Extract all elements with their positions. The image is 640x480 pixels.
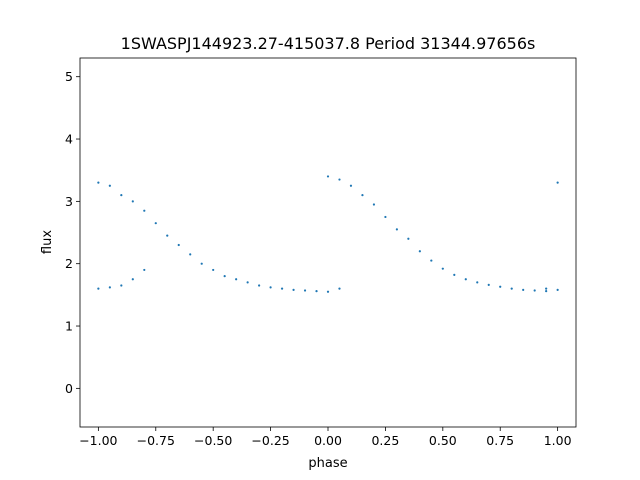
data-point: [476, 281, 479, 284]
data-point: [338, 287, 341, 290]
x-tick-label: −0.50: [194, 433, 232, 448]
data-point: [212, 268, 215, 272]
data-point: [545, 290, 548, 293]
y-tick-label: 5: [65, 69, 73, 84]
data-point: [292, 288, 295, 291]
data-point: [200, 262, 203, 265]
x-axis-ticks: −1.00 −0.75 −0.50 −0.25 0.00 0.25 0.50 0.75 1.00: [79, 427, 572, 448]
y-tick-label: 3: [65, 194, 73, 209]
y-axis-label: flux: [40, 230, 55, 254]
data-point: [326, 290, 330, 293]
y-tick-label: 1: [65, 319, 73, 334]
y-tick-label: 0: [65, 381, 73, 396]
data-point: [430, 259, 433, 262]
data-point: [143, 209, 146, 212]
data-point: [349, 184, 353, 187]
data-point: [108, 286, 111, 289]
data-point: [131, 278, 134, 281]
x-tick-label: 0.00: [314, 433, 342, 448]
data-point: [499, 285, 502, 288]
data-point: [97, 181, 100, 184]
data-point: [533, 289, 536, 292]
data-point: [154, 222, 157, 225]
data-point: [189, 253, 192, 256]
data-point: [453, 273, 456, 277]
data-point: [177, 243, 180, 247]
data-point: [131, 200, 134, 203]
x-axis-label: phase: [308, 456, 347, 471]
data-point: [395, 228, 398, 231]
data-point: [361, 194, 364, 197]
chart-title: 1SWASPJ144923.27-415037.8 Period 31344.9…: [121, 34, 536, 53]
x-tick-label: 0.50: [429, 433, 457, 448]
y-axis-ticks: 0 1 2 3 4 5: [65, 69, 80, 396]
x-tick-label: −0.25: [251, 433, 289, 448]
data-point: [235, 278, 238, 281]
data-point: [269, 286, 272, 289]
data-point: [97, 287, 100, 290]
data-point: [166, 234, 169, 237]
data-point: [315, 290, 318, 293]
data-point: [258, 284, 261, 287]
y-tick-label: 2: [65, 256, 73, 271]
data-point: [223, 275, 226, 278]
data-point: [487, 283, 490, 286]
data-point: [280, 287, 284, 290]
x-tick-label: −1.00: [79, 433, 117, 448]
data-point: [522, 288, 525, 291]
data-point: [143, 268, 146, 272]
data-points: [97, 175, 559, 293]
x-tick-label: −0.75: [137, 433, 175, 448]
data-point: [120, 194, 123, 197]
data-point: [384, 215, 387, 219]
data-point: [545, 287, 548, 290]
data-point: [418, 250, 421, 253]
x-tick-label: 0.25: [371, 433, 399, 448]
data-point: [556, 288, 559, 291]
data-point: [407, 237, 410, 240]
data-point: [303, 289, 307, 292]
data-point: [441, 267, 444, 270]
data-point: [372, 203, 376, 206]
data-point: [326, 175, 330, 178]
data-point: [556, 181, 559, 184]
data-point: [120, 284, 123, 287]
data-point: [246, 281, 249, 284]
data-point: [464, 278, 467, 281]
y-tick-label: 4: [65, 132, 73, 147]
data-point: [108, 184, 111, 187]
data-point: [338, 178, 341, 181]
x-tick-label: 1.00: [544, 433, 572, 448]
data-point: [510, 287, 513, 290]
x-tick-label: 0.75: [486, 433, 514, 448]
